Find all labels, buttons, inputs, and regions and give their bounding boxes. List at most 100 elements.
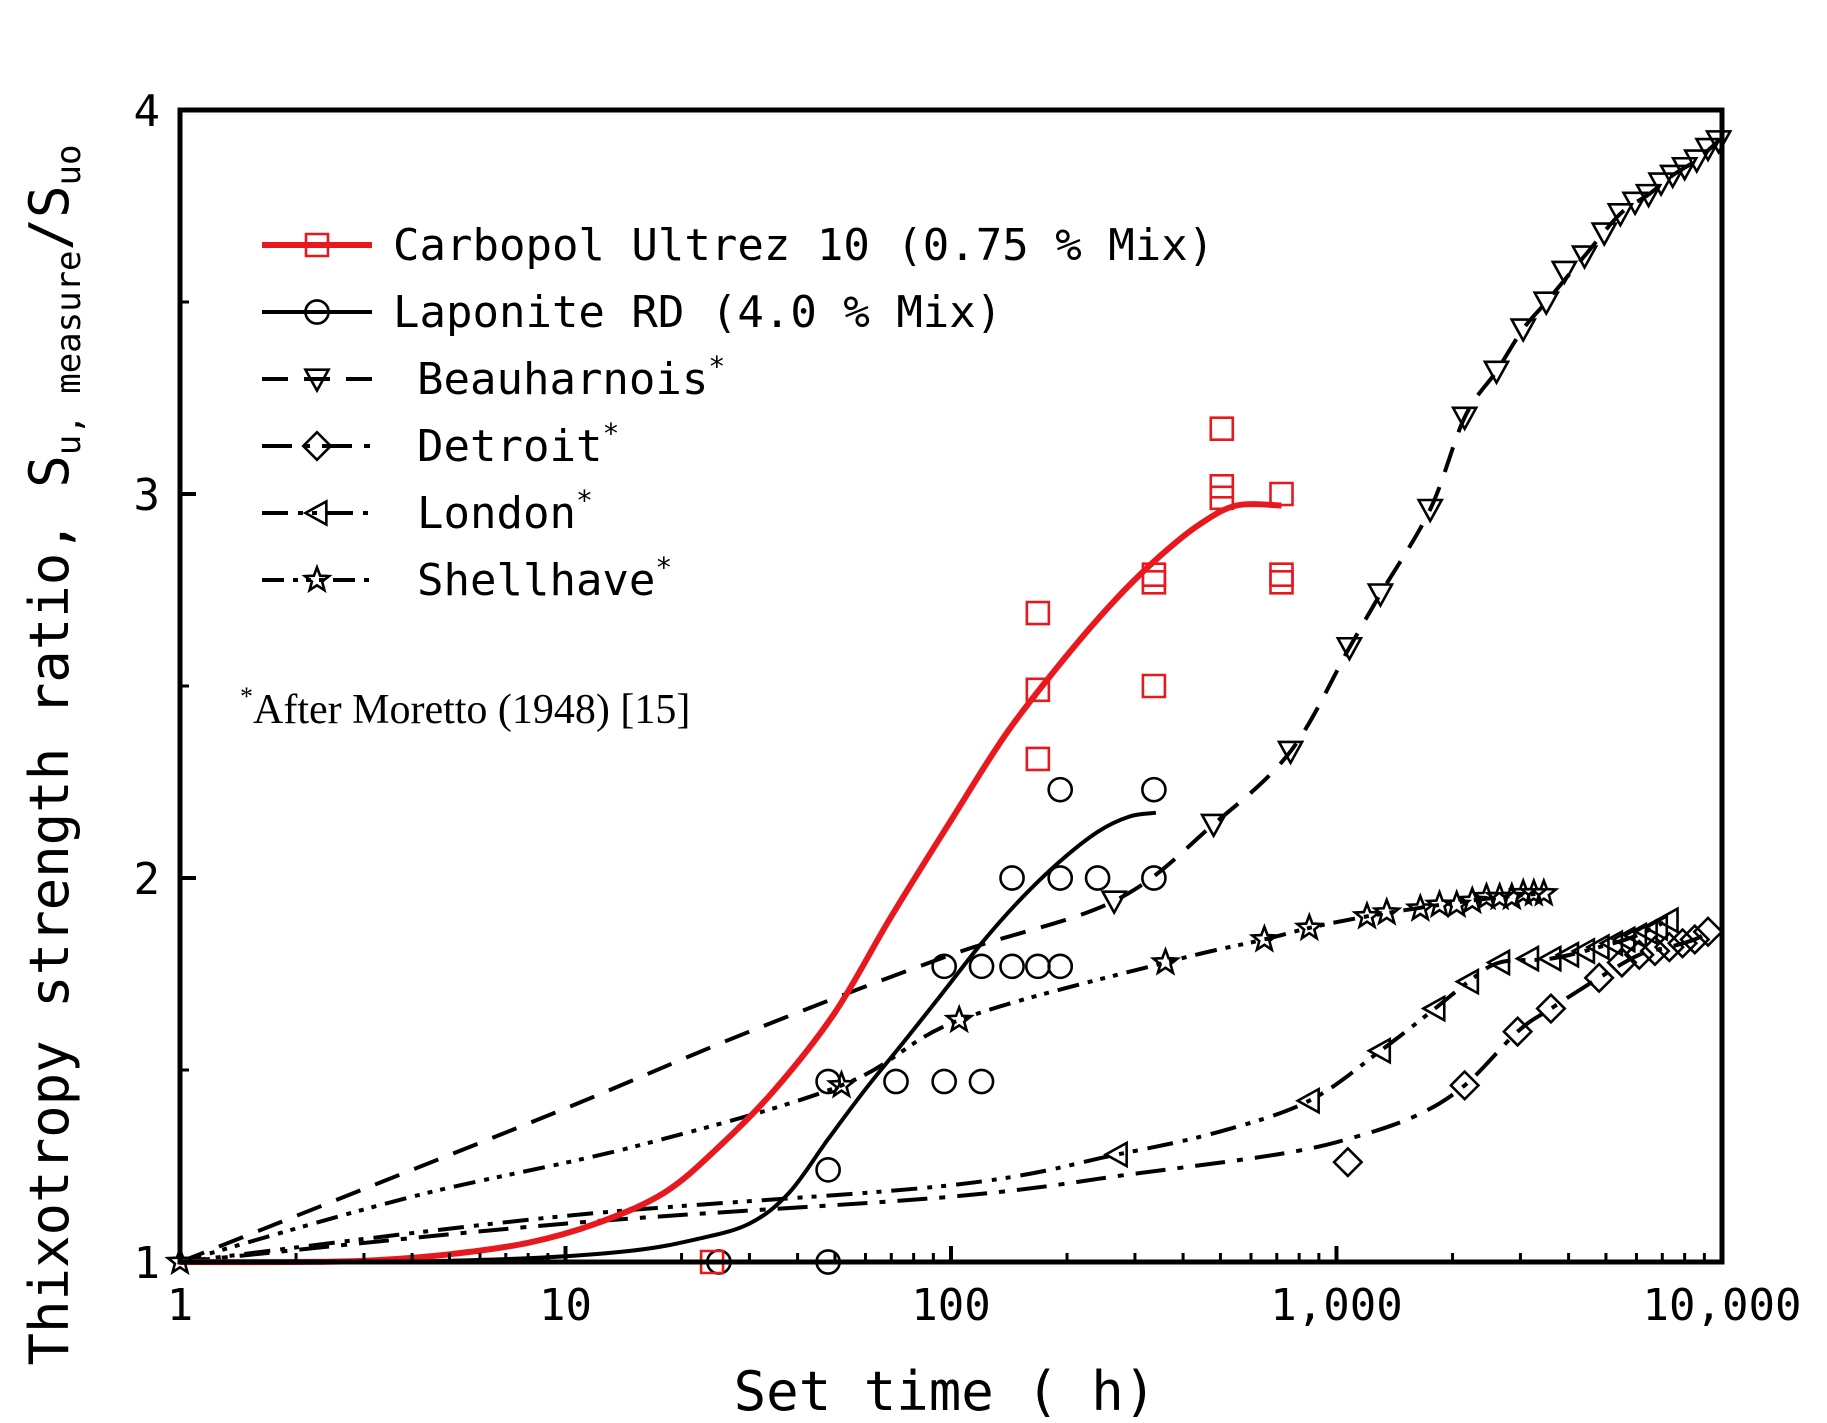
series-1-point-9 [999, 953, 1025, 980]
series-4-point-2 [1366, 1037, 1392, 1065]
series-5-point-8 [1404, 892, 1436, 923]
series-5-point-16 [1518, 876, 1550, 907]
series-1-point-12 [999, 865, 1025, 891]
series-4-point-13 [1622, 921, 1648, 950]
legend-label-5: Shellhave* [417, 551, 672, 606]
y-axis-label-main: Thixotropy strength ratio, [18, 488, 81, 1366]
series-2-point-14 [1621, 191, 1649, 217]
series-0-point-11 [1269, 562, 1294, 587]
series-2-point-6 [1450, 406, 1479, 432]
series-2-point-15 [1634, 183, 1663, 209]
series-3-point-2 [1502, 1016, 1534, 1048]
series-2-point-8 [1509, 318, 1537, 344]
series-5-point-1 [825, 1068, 858, 1099]
series-2-point-18 [1670, 156, 1699, 182]
series-0-point-7 [1209, 485, 1235, 511]
series-2-point-5 [1416, 498, 1444, 524]
series-3-point-3 [1535, 992, 1567, 1025]
series-3-point-5 [1606, 946, 1638, 979]
series-0-point-8 [1209, 474, 1235, 499]
y-axis-label-sub1: u, measure [49, 250, 89, 455]
legend-label-4: London* [417, 484, 593, 539]
series-3-point-11 [1692, 916, 1724, 948]
series-line-3 [179, 930, 1710, 1264]
series-1-point-10 [1025, 953, 1051, 980]
series-4-point-0 [1103, 1140, 1128, 1169]
series-1-point-11 [1047, 953, 1074, 980]
series-1-point-7 [931, 953, 958, 980]
series-1-point-17 [1141, 776, 1167, 803]
series-2-point-16 [1647, 172, 1675, 198]
x-tick-label-3: 1,000 [1270, 1280, 1402, 1331]
series-0-point-10 [1269, 570, 1294, 595]
series-5-point-11 [1456, 884, 1488, 915]
series-4-point-15 [1643, 914, 1669, 942]
series-2-point-13 [1606, 203, 1635, 228]
legend-label-2: Beauharnois* [417, 350, 725, 405]
series-4-point-14 [1633, 918, 1658, 946]
series-2-point-10 [1550, 260, 1579, 286]
x-axis-label: Set time ( h) [734, 1360, 1157, 1423]
series-5-point-3 [1149, 946, 1182, 976]
series-3-point-9 [1666, 927, 1699, 959]
series-line-2 [179, 139, 1720, 1264]
series-0-point-9 [1209, 416, 1235, 442]
annotation-asterisk: * [240, 682, 253, 711]
series-4-point-3 [1420, 994, 1446, 1023]
series-3-point-1 [1449, 1069, 1481, 1101]
y-axis-label-slash: /S [18, 185, 81, 250]
series-2-point-9 [1532, 291, 1560, 317]
y-tick-label-2: 3 [134, 470, 161, 521]
series-3-point-10 [1679, 923, 1711, 956]
series-2-point-20 [1694, 137, 1722, 163]
series-3-point-4 [1583, 962, 1615, 994]
series-5-point-5 [1293, 911, 1325, 942]
series-2-point-1 [1199, 813, 1228, 839]
series-5-point-4 [1248, 923, 1280, 953]
y-axis-label-sub2: uo [49, 145, 89, 186]
series-5-point-2 [943, 1003, 975, 1034]
legend-marker-4 [302, 499, 328, 527]
series-1-point-16 [1047, 776, 1074, 803]
y-axis-label: Thixotropy strength ratio, Su, measure/S… [18, 145, 89, 1366]
series-0-point-4 [1141, 673, 1167, 699]
series-0-point-12 [1269, 481, 1294, 507]
series-2-point-17 [1658, 164, 1687, 190]
series-5-point-7 [1371, 896, 1403, 926]
series-0-point-6 [1141, 562, 1167, 587]
legend-label-0: Carbopol Ultrez 10 (0.75 % Mix) [393, 220, 1214, 271]
series-1-point-3 [815, 1068, 841, 1095]
series-1-point-2 [815, 1156, 841, 1183]
series-2-point-3 [1335, 636, 1364, 662]
series-1-point-4 [883, 1068, 909, 1095]
series-1-point-6 [968, 1068, 995, 1095]
series-2-point-2 [1276, 740, 1305, 766]
legend-label-asterisk-4: * [576, 484, 593, 517]
y-tick-label-0: 1 [134, 1238, 161, 1289]
legend-marker-5 [301, 563, 333, 594]
series-2-point-7 [1482, 360, 1511, 386]
series-line-5 [179, 891, 1544, 1264]
series-1-point-15 [1141, 865, 1167, 891]
legend-marker-3 [301, 430, 333, 462]
series-5-point-6 [1351, 900, 1383, 930]
axes: 1 10 100 1,000 10,000 1 2 3 4 [134, 86, 1802, 1331]
series-4-point-7 [1536, 944, 1562, 973]
series-4-point-4 [1454, 967, 1480, 996]
legend-marker-2 [303, 368, 331, 394]
series-5-point-14 [1496, 880, 1528, 911]
x-tick-label-0: 1 [167, 1280, 194, 1331]
x-tick-label-4: 10,000 [1643, 1280, 1802, 1331]
series-line-4 [179, 918, 1670, 1264]
annotation-text: After Moretto (1948) [15] [253, 687, 690, 733]
legend-label-asterisk-5: * [655, 551, 672, 584]
series-2-point-12 [1590, 222, 1619, 248]
series-2-point-11 [1570, 245, 1599, 271]
series-5-point-17 [1528, 876, 1560, 907]
series-5-point-0 [164, 1245, 196, 1276]
series-0-point-3 [1025, 600, 1051, 626]
series-4-point-1 [1295, 1086, 1320, 1115]
series-1-point-14 [1084, 865, 1111, 891]
series-1-point-8 [968, 953, 995, 980]
